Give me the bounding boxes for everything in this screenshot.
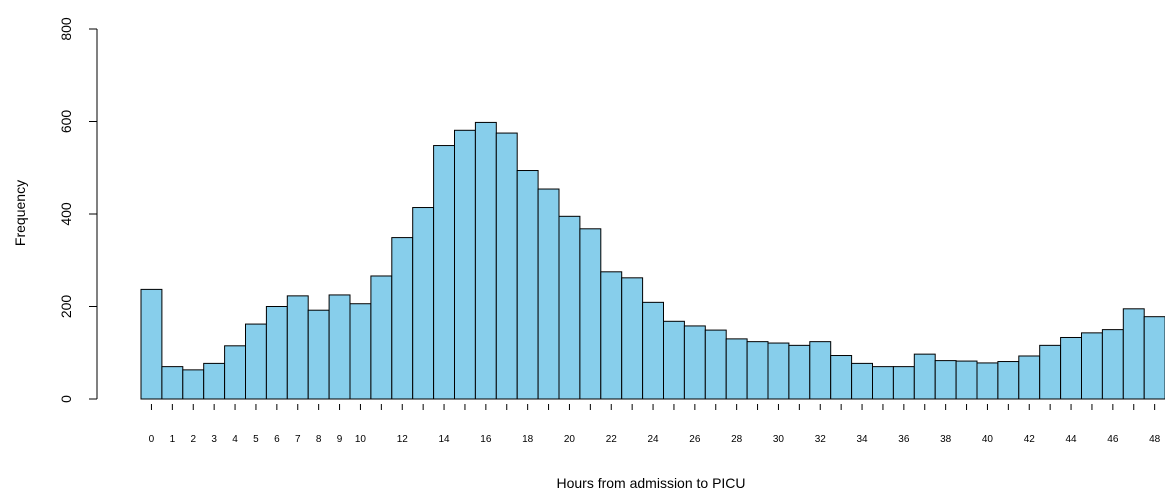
- y-tick-label-0: 0: [58, 395, 74, 403]
- x-axis: 0 1 2 3 4 5 6 7 8 9 10 12 14 16 18 20 22 24 26 28 30 32 34 36 38…: [149, 404, 1161, 445]
- bar-38: [934, 360, 957, 400]
- bar-41: [997, 361, 1020, 400]
- bar-16: [474, 121, 497, 400]
- bar-19: [537, 188, 560, 400]
- bar-2: [182, 369, 205, 400]
- x-tick-label-2: 2: [190, 434, 196, 445]
- x-tick-label-20: 20: [564, 434, 576, 445]
- bar-1: [161, 366, 184, 400]
- x-tick-label-48: 48: [1149, 434, 1161, 445]
- x-tick-label-38: 38: [940, 434, 952, 445]
- x-tick-label-8: 8: [316, 434, 322, 445]
- bar-24: [642, 301, 664, 400]
- x-tick-label-28: 28: [731, 434, 743, 445]
- y-tick-label-400: 400: [58, 202, 74, 226]
- x-tick-label-42: 42: [1024, 434, 1036, 445]
- bar-21: [579, 228, 602, 400]
- x-tick-label-34: 34: [856, 434, 868, 445]
- bar-3: [203, 362, 226, 400]
- bar-13: [412, 207, 435, 400]
- x-tick-label-1: 1: [170, 434, 176, 445]
- x-tick-label-4: 4: [232, 434, 238, 445]
- bar-44: [1060, 336, 1082, 400]
- x-tick-label-46: 46: [1107, 434, 1119, 445]
- bar-34: [851, 362, 873, 400]
- x-tick-label-12: 12: [397, 434, 409, 445]
- x-tick-label-0: 0: [149, 434, 155, 445]
- x-tick-label-18: 18: [522, 434, 534, 445]
- bar-26: [683, 325, 706, 400]
- x-tick-label-6: 6: [274, 434, 280, 445]
- bar-23: [621, 277, 644, 400]
- bar-4: [224, 345, 247, 400]
- bar-30: [767, 342, 790, 400]
- bar-11: [370, 275, 393, 400]
- x-tick-label-3: 3: [211, 434, 217, 445]
- bar-46: [1101, 329, 1124, 400]
- bar-35: [872, 366, 894, 400]
- bar-33: [830, 355, 853, 400]
- bar-17: [495, 132, 518, 400]
- bar-9: [328, 294, 351, 400]
- y-axis: 0 200 400 600 800: [58, 17, 98, 403]
- x-tick-label-5: 5: [253, 434, 259, 445]
- bar-15: [454, 129, 476, 400]
- y-tick-label-200: 200: [58, 295, 74, 319]
- x-tick-label-44: 44: [1065, 434, 1077, 445]
- bar-6: [265, 306, 288, 400]
- x-tick-label-9: 9: [337, 434, 343, 445]
- bar-43: [1039, 344, 1062, 400]
- bar-32: [809, 341, 832, 400]
- bar-7: [286, 295, 309, 400]
- y-tick-label-600: 600: [58, 110, 74, 134]
- bar-14: [433, 145, 456, 400]
- bar-37: [913, 353, 936, 400]
- bar-12: [391, 237, 414, 400]
- bar-27: [704, 329, 727, 400]
- x-tick-label-7: 7: [295, 434, 301, 445]
- bar-20: [558, 215, 581, 400]
- x-tick-label-14: 14: [438, 434, 450, 445]
- x-tick-label-10: 10: [355, 434, 367, 445]
- bar-42: [1018, 355, 1041, 400]
- y-axis-title: Frequency: [12, 180, 28, 246]
- y-tick-label-800: 800: [58, 17, 74, 41]
- bars: [140, 121, 1165, 400]
- bar-45: [1081, 332, 1103, 400]
- bar-29: [746, 341, 769, 400]
- bar-0: [140, 288, 163, 400]
- x-tick-label-22: 22: [606, 434, 618, 445]
- x-tick-label-32: 32: [815, 434, 827, 445]
- x-axis-title: Hours from admission to PICU: [556, 475, 745, 491]
- bar-5: [245, 323, 267, 400]
- bar-48: [1143, 316, 1165, 400]
- bar-10: [349, 303, 372, 400]
- bar-28: [725, 338, 748, 400]
- x-tick-label-40: 40: [982, 434, 994, 445]
- bar-47: [1122, 308, 1145, 400]
- bar-25: [663, 320, 685, 400]
- bar-22: [600, 271, 623, 400]
- bar-39: [955, 360, 978, 400]
- x-tick-label-24: 24: [647, 434, 659, 445]
- bar-36: [892, 366, 915, 400]
- x-tick-label-16: 16: [480, 434, 492, 445]
- x-tick-label-30: 30: [773, 434, 785, 445]
- x-tick-label-36: 36: [898, 434, 910, 445]
- bar-40: [976, 362, 999, 400]
- bar-31: [788, 344, 811, 400]
- x-tick-label-26: 26: [689, 434, 701, 445]
- bar-18: [516, 170, 539, 400]
- bar-8: [307, 309, 330, 400]
